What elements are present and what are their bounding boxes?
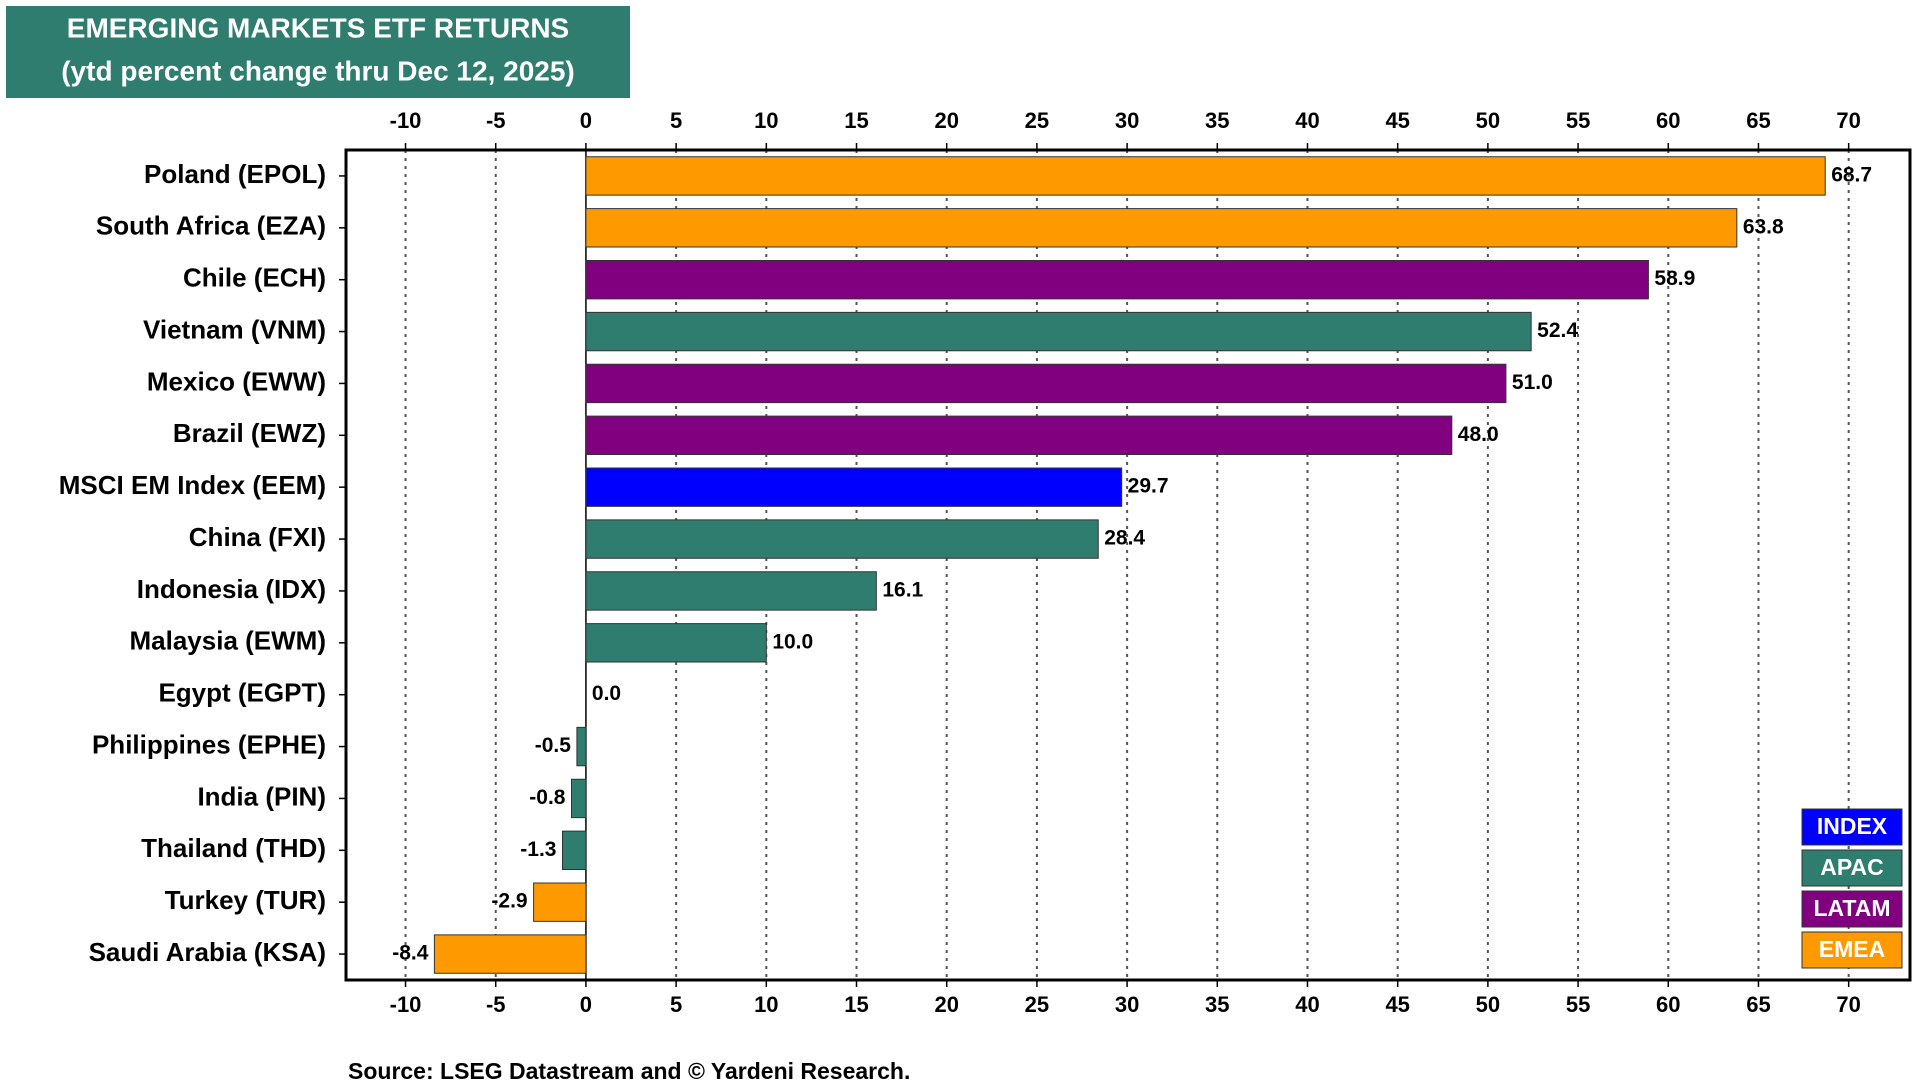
x-tick-label: 65 bbox=[1746, 108, 1770, 133]
x-tick-label: 25 bbox=[1025, 992, 1049, 1017]
x-tick-label: -5 bbox=[486, 108, 506, 133]
y-tick-label: Brazil (EWZ) bbox=[173, 418, 326, 448]
bar bbox=[585, 156, 1826, 196]
value-label: 16.1 bbox=[882, 578, 923, 601]
value-label: 63.8 bbox=[1743, 215, 1784, 238]
bar bbox=[585, 311, 1532, 352]
x-tick-label: 50 bbox=[1476, 992, 1500, 1017]
x-tick-label: 0 bbox=[580, 108, 592, 133]
title-box bbox=[6, 6, 630, 98]
x-tick-label: 30 bbox=[1115, 992, 1139, 1017]
x-tick-label: 35 bbox=[1205, 108, 1229, 133]
y-tick-label: Thailand (THD) bbox=[141, 833, 326, 863]
x-tick-label: 15 bbox=[844, 992, 868, 1017]
value-label: 68.7 bbox=[1831, 163, 1872, 186]
x-tick-label: 70 bbox=[1836, 992, 1860, 1017]
x-tick-label: 20 bbox=[934, 992, 958, 1017]
y-tick-label: Philippines (EPHE) bbox=[92, 729, 326, 759]
x-tick-label: 10 bbox=[754, 108, 778, 133]
bar bbox=[585, 415, 1453, 456]
y-tick-label: Egypt (EGPT) bbox=[158, 678, 326, 708]
source-note: Source: LSEG Datastream and © Yardeni Re… bbox=[348, 1058, 910, 1080]
x-tick-label: 40 bbox=[1295, 992, 1319, 1017]
x-tick-label: 60 bbox=[1656, 108, 1680, 133]
y-tick-label: Poland (EPOL) bbox=[144, 159, 326, 189]
x-tick-label: 10 bbox=[754, 992, 778, 1017]
x-tick-label: 65 bbox=[1746, 992, 1770, 1017]
chart-subtitle: (ytd percent change thru Dec 12, 2025) bbox=[61, 55, 575, 86]
legend-swatch bbox=[1801, 808, 1903, 846]
x-tick-label: 25 bbox=[1025, 108, 1049, 133]
chart-title: EMERGING MARKETS ETF RETURNS bbox=[67, 12, 569, 43]
x-tick-label: 55 bbox=[1566, 108, 1590, 133]
x-tick-label: 60 bbox=[1656, 992, 1680, 1017]
plot-frame bbox=[344, 148, 1912, 982]
bar bbox=[585, 259, 1649, 300]
bar bbox=[585, 467, 1123, 507]
x-tick-label: 0 bbox=[580, 992, 592, 1017]
bar bbox=[533, 882, 587, 922]
x-tick-label: 55 bbox=[1566, 992, 1590, 1017]
value-label: -8.4 bbox=[392, 942, 429, 965]
value-label: 29.7 bbox=[1128, 475, 1169, 498]
value-label: 10.0 bbox=[772, 630, 813, 653]
x-tick-label: 35 bbox=[1205, 992, 1229, 1017]
x-tick-label: 45 bbox=[1385, 992, 1409, 1017]
value-label: -0.8 bbox=[529, 786, 566, 809]
value-label: 28.4 bbox=[1104, 527, 1145, 550]
y-tick-label: Mexico (EWW) bbox=[147, 366, 326, 396]
x-tick-label: 15 bbox=[844, 108, 868, 133]
bar bbox=[576, 726, 587, 767]
bar bbox=[561, 830, 587, 871]
value-label: 0.0 bbox=[592, 682, 621, 705]
bar bbox=[570, 778, 587, 819]
legend-swatch bbox=[1801, 931, 1903, 969]
y-tick-label: Turkey (TUR) bbox=[165, 885, 326, 915]
y-tick-label: MSCI EM Index (EEM) bbox=[59, 470, 326, 500]
x-tick-label: 20 bbox=[934, 108, 958, 133]
value-label: -1.3 bbox=[520, 838, 556, 861]
bar bbox=[433, 934, 587, 974]
y-tick-label: Saudi Arabia (KSA) bbox=[89, 937, 326, 967]
y-tick-label: Vietnam (VNM) bbox=[143, 314, 326, 344]
y-tick-label: Indonesia (IDX) bbox=[137, 574, 326, 604]
legend-label: EMEA bbox=[1819, 936, 1885, 962]
x-tick-label: 50 bbox=[1476, 108, 1500, 133]
value-label: 51.0 bbox=[1512, 371, 1553, 394]
y-tick-label: Chile (ECH) bbox=[183, 263, 326, 293]
y-tick-label: India (PIN) bbox=[197, 781, 326, 811]
x-tick-label: -10 bbox=[390, 992, 422, 1017]
value-label: 52.4 bbox=[1537, 319, 1578, 342]
y-tick-label: Malaysia (EWM) bbox=[130, 626, 327, 656]
y-tick-label: South Africa (EZA) bbox=[96, 211, 326, 241]
value-label: 58.9 bbox=[1654, 267, 1695, 290]
x-tick-label: -10 bbox=[390, 108, 422, 133]
legend-swatch bbox=[1801, 890, 1903, 928]
value-label: 48.0 bbox=[1458, 423, 1499, 446]
legend-swatch bbox=[1801, 849, 1903, 887]
x-tick-label: 5 bbox=[670, 108, 682, 133]
x-tick-label: 30 bbox=[1115, 108, 1139, 133]
x-tick-label: 45 bbox=[1385, 108, 1409, 133]
bar bbox=[585, 623, 767, 663]
x-tick-label: 40 bbox=[1295, 108, 1319, 133]
legend-label: INDEX bbox=[1817, 813, 1888, 839]
y-tick-label: China (FXI) bbox=[189, 522, 326, 552]
legend-label: APAC bbox=[1820, 854, 1883, 880]
bar bbox=[585, 208, 1738, 248]
bar bbox=[585, 571, 877, 611]
legend-label: LATAM bbox=[1813, 895, 1890, 921]
bar bbox=[585, 519, 1099, 559]
value-label: -2.9 bbox=[491, 890, 527, 913]
x-tick-label: -5 bbox=[486, 992, 506, 1017]
bar bbox=[585, 363, 1507, 404]
value-label: -0.5 bbox=[535, 734, 572, 757]
x-tick-label: 5 bbox=[670, 992, 682, 1017]
x-tick-label: 70 bbox=[1836, 108, 1860, 133]
